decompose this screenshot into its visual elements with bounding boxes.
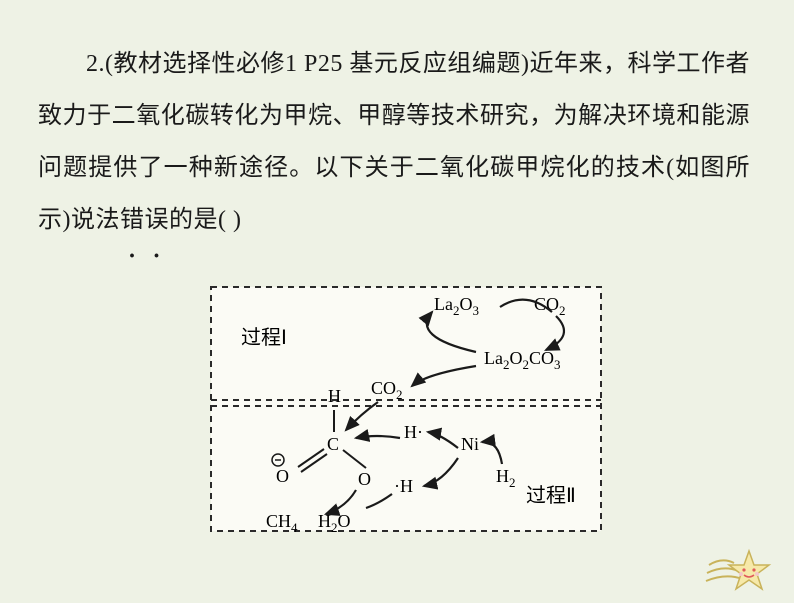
question-paragraph: 2.(教材选择性必修1 P25 基元反应组编题)近年来，科学工作者致力于二氧化碳… [38,38,750,246]
reaction-diagram-svg: 过程Ⅰ La2O3 CO2 La2O2CO3 CO2 过程Ⅱ H· ·H Ni [206,282,606,536]
reaction-diagram: 过程Ⅰ La2O3 CO2 La2O2CO3 CO2 过程Ⅱ H· ·H Ni [206,282,606,536]
blank-paren-open: ( [218,207,227,233]
decorative-star-icon [704,543,774,593]
label-O-right: O [358,469,371,489]
label-O-minus: O [276,466,289,486]
emphasis-char-1: 错 [120,194,145,246]
question-sentence2-post: 的是 [169,207,218,233]
question-number: 2. [86,51,105,77]
label-H-rad2: ·H [394,476,413,496]
label-H-top: H [328,386,341,406]
emphasis-char-2: 误 [145,194,170,246]
label-H-rad1: H· [404,422,423,442]
label-process2: 过程Ⅱ [526,484,576,507]
page-root: 2.(教材选择性必修1 P25 基元反应组编题)近年来，科学工作者致力于二氧化碳… [0,0,794,603]
label-process1: 过程Ⅰ [241,326,287,349]
label-Ni: Ni [461,434,479,454]
label-C-intermediate: C [327,434,339,454]
blank-paren-close: ) [233,207,242,233]
question-source: (教材选择性必修1 P25 基元反应组编题) [105,51,529,77]
